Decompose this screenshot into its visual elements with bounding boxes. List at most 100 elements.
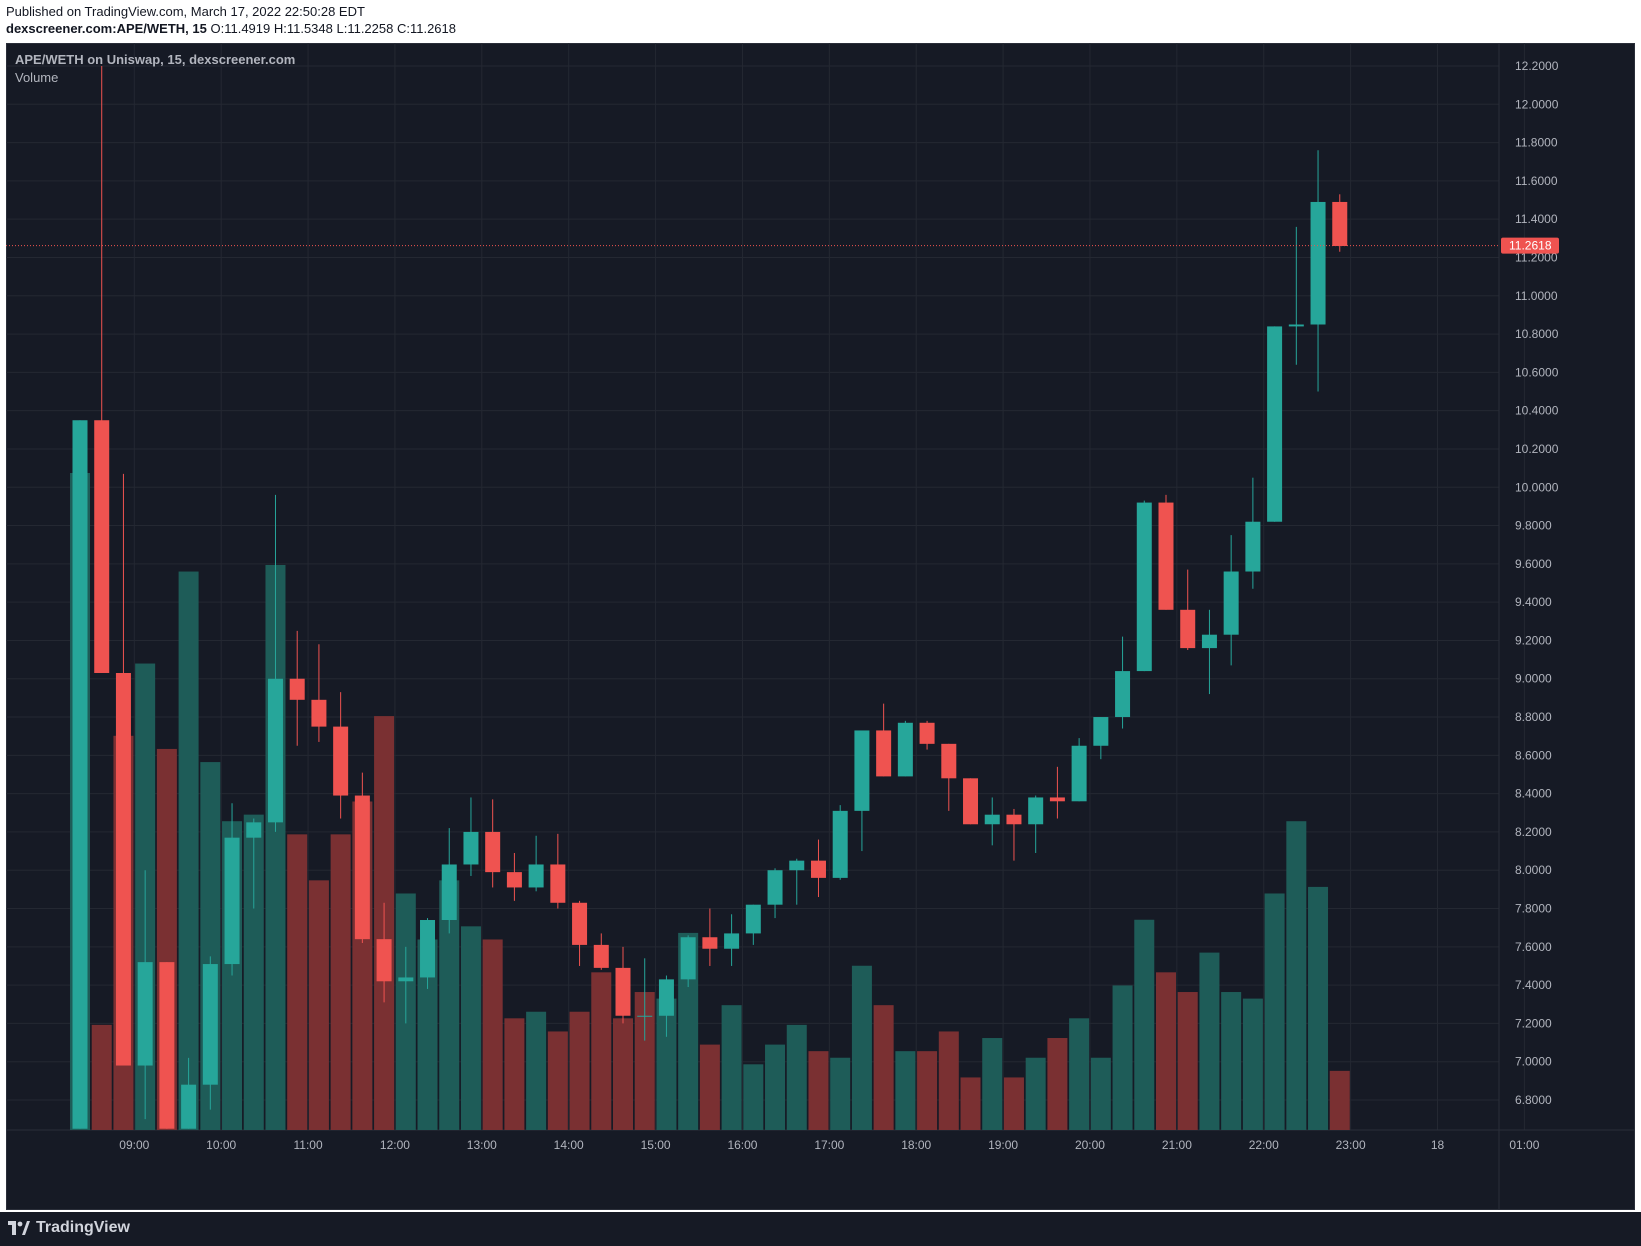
price-tick-label: 7.4000 bbox=[1515, 978, 1552, 992]
candle bbox=[463, 797, 479, 876]
price-tick-label: 9.0000 bbox=[1515, 672, 1552, 686]
candle bbox=[745, 904, 761, 945]
candle bbox=[181, 1057, 197, 1129]
candle bbox=[72, 420, 88, 1129]
candle-body bbox=[745, 904, 761, 934]
volume-bar bbox=[1242, 998, 1263, 1130]
chart-title: APE/WETH on Uniswap, 15, dexscreener.com bbox=[15, 52, 296, 67]
candle-body bbox=[267, 678, 283, 823]
candle bbox=[941, 743, 957, 811]
price-tick-label: 7.2000 bbox=[1515, 1016, 1552, 1030]
candle-body bbox=[333, 726, 349, 796]
candle bbox=[1028, 795, 1044, 853]
price-tick-label: 9.2000 bbox=[1515, 633, 1552, 647]
time-tick-label: 19:00 bbox=[988, 1138, 1018, 1152]
candle bbox=[572, 900, 588, 966]
volume-bar bbox=[243, 814, 264, 1130]
time-tick-label: 21:00 bbox=[1162, 1138, 1192, 1152]
volume-bars bbox=[70, 473, 1350, 1130]
candle-body bbox=[876, 730, 892, 777]
price-tick-label: 8.2000 bbox=[1515, 825, 1552, 839]
candle-body bbox=[441, 864, 457, 921]
price-tick-label: 7.8000 bbox=[1515, 902, 1552, 916]
candle bbox=[789, 858, 805, 905]
candle-body bbox=[354, 795, 370, 940]
last-price-label: 11.2618 bbox=[1509, 239, 1552, 253]
time-tick-label: 13:00 bbox=[467, 1138, 497, 1152]
candle-body bbox=[1115, 671, 1131, 718]
candle bbox=[876, 703, 892, 777]
price-tick-label: 10.0000 bbox=[1515, 480, 1559, 494]
time-tick-label: 01:00 bbox=[1509, 1138, 1539, 1152]
candle-body bbox=[810, 860, 826, 878]
volume-bar bbox=[1221, 992, 1242, 1130]
price-tick-label: 7.6000 bbox=[1515, 940, 1552, 954]
last-price-badge-bg bbox=[1501, 237, 1559, 254]
candlestick-chart[interactable]: 09:00 10:00 11:00 12:00 13:00 14:00 15:00 16:00… bbox=[6, 43, 1635, 1210]
candle bbox=[115, 473, 131, 1066]
price-tick-label: 10.2000 bbox=[1515, 442, 1559, 456]
candle-body bbox=[420, 920, 436, 978]
tradingview-logo[interactable]: TradingView bbox=[8, 1219, 130, 1237]
volume-bar bbox=[851, 965, 872, 1130]
candle-body bbox=[789, 860, 805, 871]
candle-body bbox=[1028, 797, 1044, 825]
volume-bar bbox=[308, 880, 329, 1130]
candle bbox=[289, 630, 305, 746]
candle-body bbox=[767, 870, 783, 905]
volume-bar bbox=[765, 1044, 786, 1130]
candle-body bbox=[463, 831, 479, 865]
volume-bar bbox=[613, 1018, 633, 1130]
volume-bar bbox=[287, 834, 308, 1130]
candle bbox=[376, 902, 392, 1003]
candle-body bbox=[941, 743, 957, 779]
price-tick-label: 7.0000 bbox=[1515, 1055, 1552, 1069]
candle bbox=[680, 935, 696, 988]
price-tick-label: 10.6000 bbox=[1515, 365, 1559, 379]
price-tick-label: 11.0000 bbox=[1515, 289, 1558, 303]
volume-bar bbox=[1264, 893, 1285, 1130]
volume-bar bbox=[439, 880, 460, 1130]
volume-indicator-label: Volume bbox=[15, 70, 59, 85]
footer-bar: TradingView bbox=[0, 1212, 1641, 1246]
price-tick-label: 12.0000 bbox=[1515, 97, 1559, 111]
candle-body bbox=[1223, 571, 1239, 635]
candle bbox=[441, 828, 457, 934]
candle bbox=[1006, 808, 1022, 861]
candle-body bbox=[593, 944, 609, 968]
candle-body bbox=[572, 902, 588, 945]
volume-bar bbox=[1329, 1070, 1350, 1130]
volume-bar bbox=[1286, 821, 1307, 1130]
candle-body bbox=[506, 872, 522, 888]
candle bbox=[1201, 609, 1217, 695]
candle-body bbox=[398, 977, 414, 982]
price-tick-label: 11.6000 bbox=[1515, 174, 1558, 188]
candle-body bbox=[1288, 324, 1304, 327]
tradingview-logo-text: TradingView bbox=[36, 1219, 130, 1236]
volume-bar bbox=[1134, 919, 1155, 1130]
volume-bar bbox=[1090, 1057, 1111, 1130]
time-tick-label: 22:00 bbox=[1249, 1138, 1279, 1152]
candle bbox=[810, 839, 826, 898]
candle-body bbox=[1158, 502, 1174, 610]
candle bbox=[1115, 636, 1131, 729]
ohlc-values: O:11.4919 H:11.5348 L:11.2258 C:11.2618 bbox=[210, 21, 456, 36]
price-tick-label: 11.4000 bbox=[1515, 212, 1558, 226]
candle-body bbox=[159, 962, 175, 1129]
publish-header: Published on TradingView.com, March 17, … bbox=[0, 0, 1641, 40]
volume-bar bbox=[1003, 1077, 1024, 1130]
candle-body bbox=[1093, 717, 1109, 746]
candle-body bbox=[1201, 634, 1217, 649]
candle bbox=[984, 797, 1000, 846]
time-axis: 09:00 10:00 11:00 12:00 13:00 14:00 15:00 16:00… bbox=[119, 1138, 1539, 1152]
volume-bar bbox=[1199, 952, 1220, 1130]
volume-bar bbox=[634, 992, 655, 1130]
candle-body bbox=[550, 864, 566, 903]
candle bbox=[1180, 569, 1196, 651]
price-tick-label: 8.6000 bbox=[1515, 748, 1552, 762]
candle-body bbox=[181, 1084, 197, 1129]
volume-bar bbox=[1047, 1038, 1068, 1130]
candle bbox=[1071, 738, 1087, 802]
price-tick-label: 10.4000 bbox=[1515, 404, 1559, 418]
candle-body bbox=[724, 933, 740, 949]
